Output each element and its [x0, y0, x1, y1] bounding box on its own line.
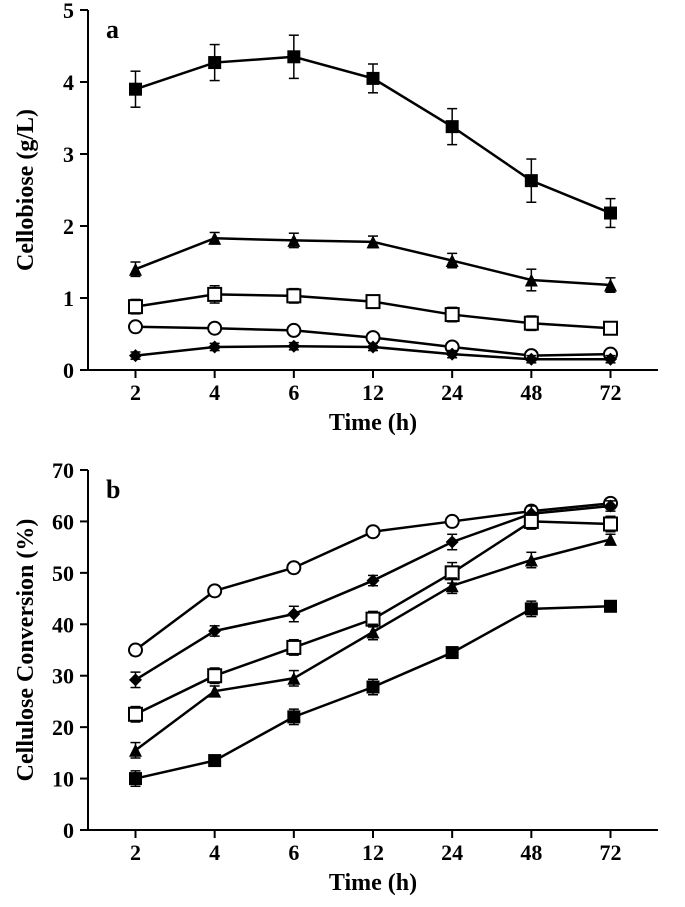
x-axis-label: Time (h) [329, 410, 417, 436]
panel-label: a [106, 15, 119, 44]
x-tick-label: 6 [288, 380, 299, 405]
y-tick-label: 20 [52, 715, 74, 740]
series-line [136, 539, 611, 750]
y-tick-label: 5 [63, 0, 74, 23]
x-tick-label: 4 [209, 840, 220, 865]
x-tick-label: 24 [441, 380, 463, 405]
y-tick-label: 40 [52, 612, 74, 637]
y-tick-label: 1 [63, 286, 74, 311]
x-tick-label: 6 [288, 840, 299, 865]
y-tick-label: 60 [52, 509, 74, 534]
x-tick-label: 24 [441, 840, 463, 865]
x-tick-label: 12 [362, 840, 384, 865]
y-tick-label: 3 [63, 142, 74, 167]
y-tick-label: 0 [63, 358, 74, 383]
y-axis-label: Cellobiose (g/L) [13, 109, 39, 271]
chart-panel-a: 01234524612244872Time (h)Cellobiose (g/L… [13, 0, 658, 436]
y-tick-label: 2 [63, 214, 74, 239]
y-tick-label: 50 [52, 561, 74, 586]
x-tick-label: 72 [600, 380, 622, 405]
x-tick-label: 12 [362, 380, 384, 405]
x-tick-label: 2 [130, 380, 141, 405]
y-tick-label: 70 [52, 458, 74, 483]
x-tick-label: 48 [520, 840, 542, 865]
y-tick-label: 30 [52, 664, 74, 689]
y-tick-label: 0 [63, 818, 74, 843]
x-axis-label: Time (h) [329, 870, 417, 896]
panel-label: b [106, 475, 120, 504]
x-tick-label: 72 [600, 840, 622, 865]
x-tick-label: 2 [130, 840, 141, 865]
x-tick-label: 48 [520, 380, 542, 405]
y-tick-label: 10 [52, 767, 74, 792]
chart-panel-b: 01020304050607024612244872Time (h)Cellul… [13, 458, 658, 896]
y-axis-label: Cellulose Conversion (%) [13, 519, 39, 782]
y-tick-label: 4 [63, 70, 74, 95]
x-tick-label: 4 [209, 380, 220, 405]
figure-svg: 01234524612244872Time (h)Cellobiose (g/L… [0, 0, 685, 907]
